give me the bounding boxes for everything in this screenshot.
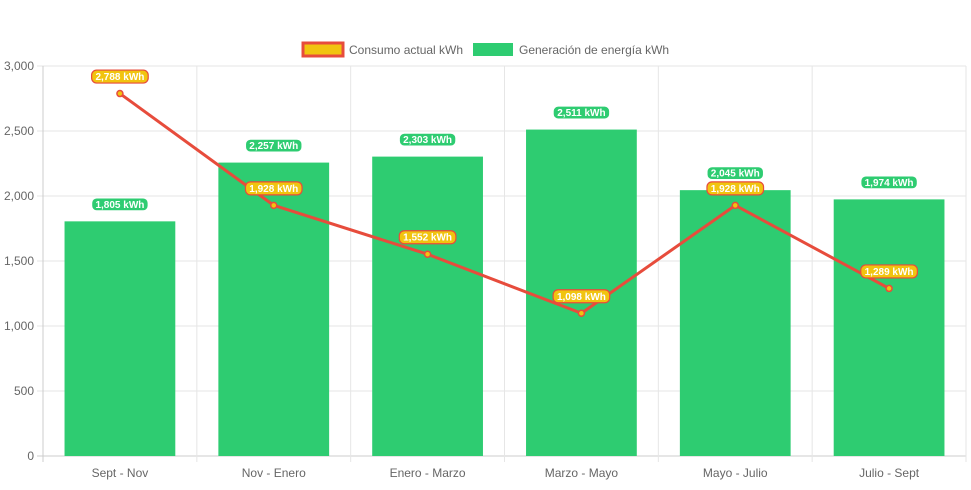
data-label-generacion: 2,511 kWh xyxy=(557,108,605,119)
legend-item-generacion[interactable]: Generación de energía kWh xyxy=(473,43,669,57)
x-tick-label: Nov - Enero xyxy=(242,466,306,480)
legend-label-generacion: Generación de energía kWh xyxy=(519,43,669,57)
data-labels: 1,805 kWh 2,257 kWh 2,303 kWh 2,511 kWh 2,04… xyxy=(91,69,918,304)
bar-generacion xyxy=(218,162,330,456)
data-label-generacion-box xyxy=(91,197,149,212)
data-label-consumo: 1,928 kWh xyxy=(249,184,298,195)
y-tick-label: 2,500 xyxy=(4,124,34,138)
point-consumo xyxy=(731,201,739,210)
x-tick-label: Sept - Nov xyxy=(92,466,149,480)
legend-swatch-generacion xyxy=(473,43,513,56)
data-label-consumo: 1,098 kWh xyxy=(557,292,606,303)
y-tick-label: 1,000 xyxy=(4,319,34,333)
point-consumo xyxy=(423,250,432,258)
point-consumo xyxy=(577,309,586,318)
legend-swatch-consumo xyxy=(301,41,345,58)
point-consumo xyxy=(270,201,278,210)
data-label-consumo-box xyxy=(244,181,303,196)
data-label-consumo-box xyxy=(91,69,149,84)
data-label-generacion: 2,045 kWh xyxy=(711,169,760,180)
data-label-generacion-box xyxy=(552,105,611,120)
data-label-generacion: 1,974 kWh xyxy=(865,178,914,189)
legend: Consumo actual kWh Generación de energía… xyxy=(301,41,669,58)
data-label-consumo: 1,289 kWh xyxy=(865,267,914,278)
data-label-consumo-box xyxy=(706,181,765,196)
y-tick-label: 1,500 xyxy=(4,254,34,268)
data-label-consumo: 1,928 kWh xyxy=(711,184,760,195)
x-tick-label: Marzo - Mayo xyxy=(545,466,619,480)
x-tick-label: Enero - Marzo xyxy=(390,466,466,480)
bar-generacion xyxy=(833,199,945,456)
data-label-generacion-box xyxy=(860,175,918,190)
x-tick-label: Mayo - Julio xyxy=(703,466,768,480)
y-tick-label: 2,000 xyxy=(4,189,34,203)
legend-label-consumo: Consumo actual kWh xyxy=(349,43,463,57)
data-label-generacion-box xyxy=(706,166,765,181)
bar-generacion xyxy=(372,156,483,457)
data-label-generacion-box xyxy=(398,132,457,147)
y-tick-label: 3,000 xyxy=(4,59,34,73)
grid xyxy=(37,65,967,462)
data-label-consumo: 2,788 kWh xyxy=(95,72,144,83)
data-label-generacion: 1,805 kWh xyxy=(95,200,144,211)
bar-generacion xyxy=(679,190,791,456)
legend-item-consumo[interactable]: Consumo actual kWh xyxy=(301,41,463,58)
data-label-generacion: 2,303 kWh xyxy=(403,135,452,146)
data-label-generacion: 2,257 kWh xyxy=(249,141,298,152)
data-label-consumo-box xyxy=(860,264,918,279)
point-consumo xyxy=(885,284,893,293)
data-label-consumo-box xyxy=(398,230,457,245)
axes: 0 500 1,000 1,500 2,000 2,500 3,000 Sept - Nov N… xyxy=(4,59,920,480)
x-tick-label: Julio - Sept xyxy=(859,466,920,480)
y-tick-label: 500 xyxy=(14,384,34,398)
y-tick-label: 0 xyxy=(27,449,34,463)
data-label-generacion-box xyxy=(244,138,303,153)
point-consumo xyxy=(116,89,124,98)
data-label-consumo: 1,552 kWh xyxy=(403,233,452,244)
bar-generacion xyxy=(64,221,176,456)
data-label-consumo-box xyxy=(552,289,611,304)
